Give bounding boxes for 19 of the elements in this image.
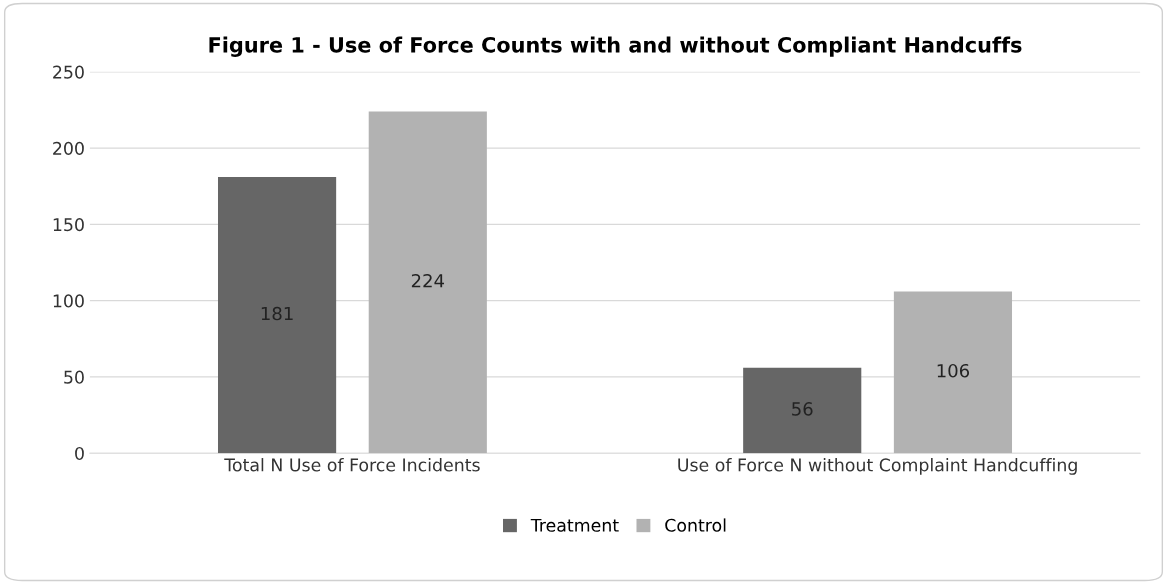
y-tick-label: 50: [64, 370, 84, 384]
bar: [218, 177, 337, 454]
x-tick-label: Use of Force N without Complaint Handcuffing: [678, 458, 1077, 475]
y-tick-label: 100: [53, 294, 84, 308]
chart-title: Figure 1 - Use of Force Counts with and without Compliant Handcuffs: [209, 36, 1022, 57]
legend-label: Control: [665, 518, 726, 532]
bar: [368, 111, 487, 454]
data-label: 181: [261, 306, 293, 321]
x-tick-label: Total N Use of Force Incidents: [224, 458, 480, 472]
y-tick-label: 150: [53, 218, 84, 232]
y-tick-label: 200: [53, 141, 84, 155]
bar: [893, 291, 1013, 454]
y-tick-label: 250: [53, 65, 84, 79]
data-label: 56: [792, 402, 813, 416]
y-tick-label: 0: [75, 446, 84, 461]
bar: [743, 367, 862, 454]
legend-label: Treatment: [530, 518, 619, 532]
data-label: 224: [411, 273, 445, 288]
data-label: 106: [937, 363, 970, 378]
